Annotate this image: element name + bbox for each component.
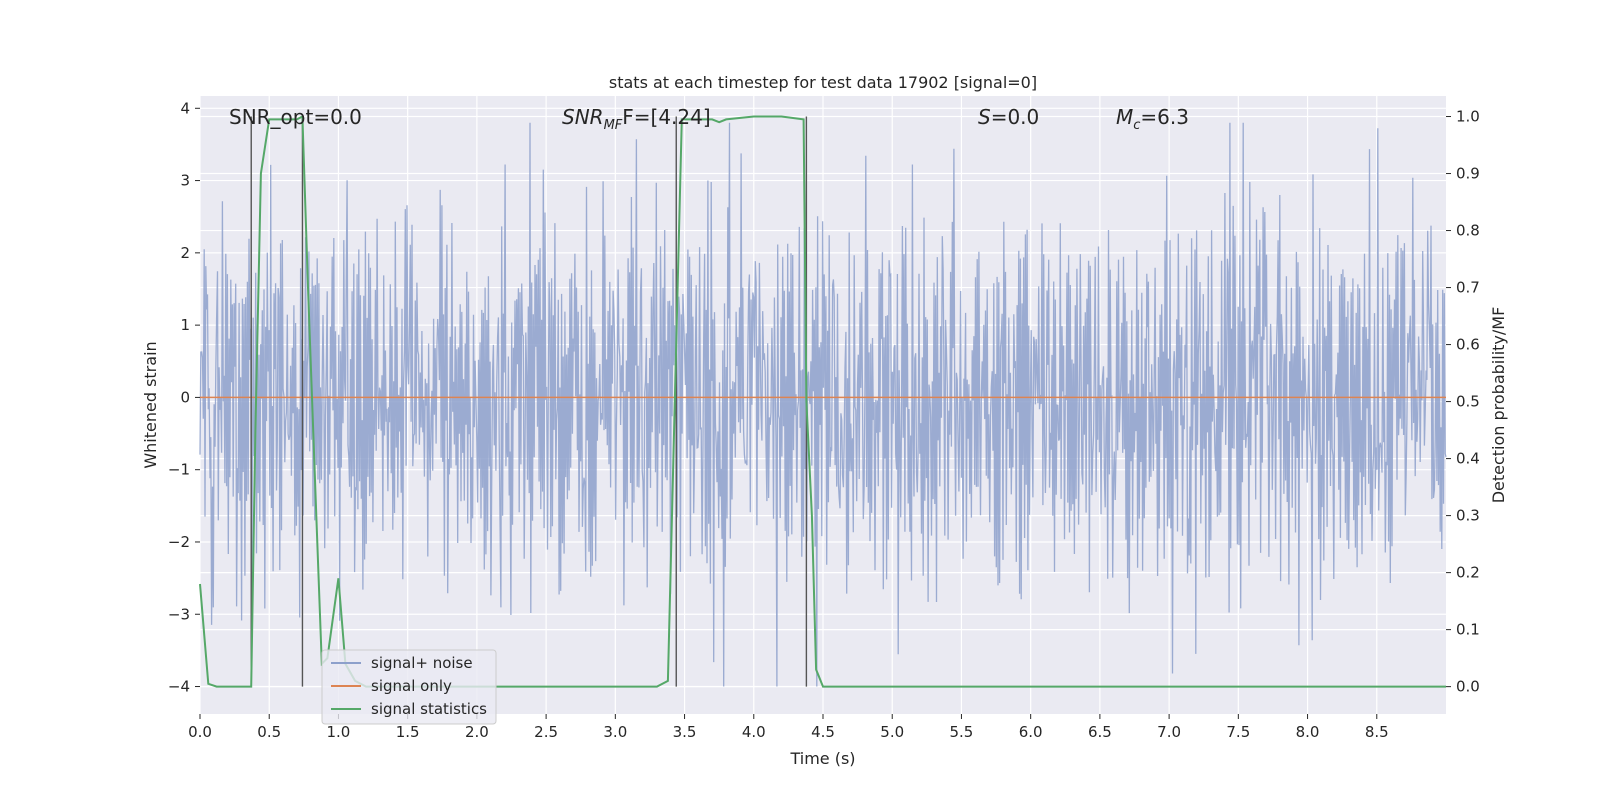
signal-statistics-series	[199, 114, 1446, 688]
x-axis-label: Time (s)	[789, 749, 855, 768]
y-right-tick-label: 0.4	[1456, 450, 1480, 468]
y-right-tick-label: 0.2	[1456, 564, 1480, 582]
x-tick-label: 1.0	[327, 723, 351, 741]
y-left-tick-label: 0	[180, 388, 190, 406]
legend-label-noise: signal+ noise	[371, 654, 473, 672]
annotation-s: S=0.0	[978, 105, 1039, 129]
y-left-tick-label: −1	[168, 461, 190, 479]
x-axis-ticks: 0.0 0.5 1.0 1.5 2.0 2.5 3.0 3.5 4.0 4.5 5.0 5.5 6.0 6…	[188, 714, 1389, 741]
x-tick-label: 2.5	[534, 723, 558, 741]
y-right-tick-label: 0.9	[1456, 165, 1480, 183]
annotation-mc: Mc=6.3	[1116, 105, 1189, 133]
y-left-tick-label: 1	[180, 316, 190, 334]
y-left-tick-label: 4	[180, 99, 190, 117]
y-right-tick-label: 0.7	[1456, 279, 1480, 297]
x-tick-label: 5.5	[950, 723, 974, 741]
x-tick-label: 3.0	[603, 723, 627, 741]
y-right-tick-label: 0.5	[1456, 393, 1480, 411]
x-tick-label: 6.0	[1019, 723, 1043, 741]
y-right-tick-label: 1.0	[1456, 108, 1480, 126]
y-left-tick-label: 3	[180, 172, 190, 190]
x-tick-label: 7.5	[1226, 723, 1250, 741]
y-left-axis-label: Whitened strain	[141, 341, 160, 468]
chart-title: stats at each timestep for test data 179…	[609, 73, 1037, 92]
signal-statistics-line	[199, 114, 1446, 688]
x-tick-label: 5.0	[880, 723, 904, 741]
y-left-tick-label: −4	[168, 678, 190, 696]
y-right-tick-label: 0.8	[1456, 222, 1480, 240]
annotation-snr-mf: SNRMFF=[4.24]	[562, 105, 711, 133]
legend-label-statistics: signal statistics	[371, 700, 487, 718]
annotation-snr-opt: SNR_opt=0.0	[229, 105, 362, 129]
x-tick-label: 4.0	[742, 723, 766, 741]
x-tick-label: 1.5	[396, 723, 420, 741]
x-tick-label: 3.5	[673, 723, 697, 741]
x-tick-label: 4.5	[811, 723, 835, 741]
y-left-tick-label: −3	[168, 605, 190, 623]
grid	[199, 96, 1446, 714]
x-tick-label: 8.0	[1296, 723, 1320, 741]
x-tick-label: 0.5	[257, 723, 281, 741]
y-left-tick-label: 2	[180, 244, 190, 262]
y-left-tick-label: −2	[168, 533, 190, 551]
y-right-axis-ticks: 0.0 0.1 0.2 0.3 0.4 0.5 0.6 0.7 0.8 0.9 1.0	[1446, 108, 1480, 696]
legend-label-signal-only: signal only	[371, 677, 452, 695]
x-tick-label: 8.5	[1365, 723, 1389, 741]
x-tick-label: 2.0	[465, 723, 489, 741]
legend: signal+ noise signal only signal statist…	[321, 649, 497, 725]
x-tick-label: 0.0	[188, 723, 212, 741]
y-right-tick-label: 0.1	[1456, 621, 1480, 639]
legend-box	[321, 649, 497, 725]
x-tick-label: 6.5	[1088, 723, 1112, 741]
y-right-tick-label: 0.0	[1456, 678, 1480, 696]
y-right-tick-label: 0.3	[1456, 507, 1480, 525]
x-tick-label: 7.0	[1157, 723, 1181, 741]
signal-noise-line	[199, 122, 1447, 687]
y-left-axis-ticks: −4 −3 −2 −1 0 1 2 3 4	[168, 99, 200, 696]
signal-noise-series	[199, 122, 1447, 687]
y-right-tick-label: 0.6	[1456, 336, 1480, 354]
y-right-axis-label: Detection probability/MF	[1489, 307, 1508, 504]
